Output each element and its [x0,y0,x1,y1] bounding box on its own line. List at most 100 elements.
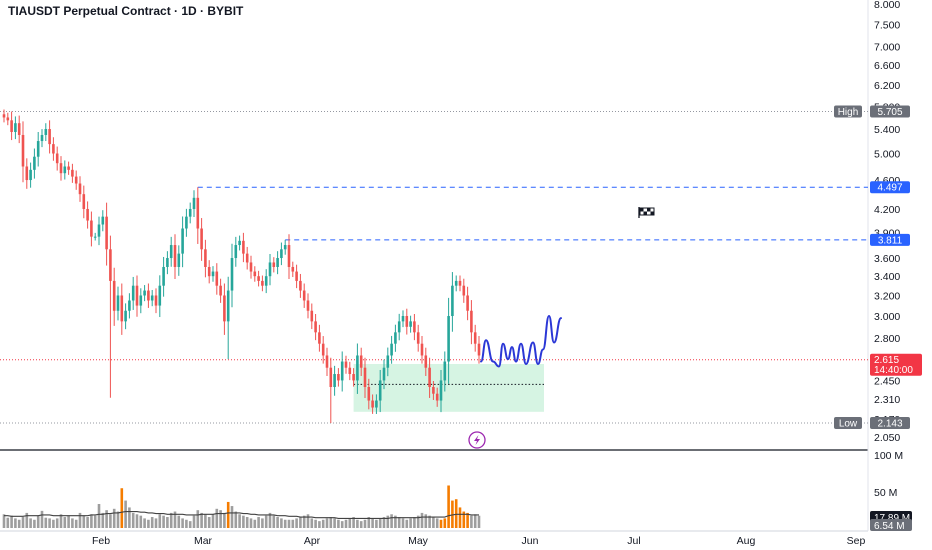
candle-body [230,258,234,291]
volume-bar [82,515,86,528]
volume-bar [93,515,97,528]
volume-bar [112,508,116,528]
volume-bar [52,519,55,528]
candle-body [375,400,378,408]
volume-bar [177,515,181,528]
candle-body [242,240,245,254]
candle-body [420,343,424,356]
candle-body [74,176,78,184]
candle-body [302,290,306,301]
volume-bar [74,519,78,528]
candle-body [90,220,93,237]
candle-body [451,285,454,317]
last-price-tag: 2.615 14:40:00 [870,353,922,376]
candle-body [477,343,481,356]
candle-body [44,129,48,135]
volume-bar [413,517,416,528]
volume-bar [451,500,454,528]
event-lightning-icon[interactable] [468,431,486,449]
candle-body [162,266,165,286]
candle-body [295,271,298,281]
candle-body [272,262,276,267]
volume-bar [181,518,184,528]
volume-bar [192,515,196,528]
candle-body [192,197,196,209]
candle-body [181,228,184,254]
volume-bar [230,506,234,528]
volume-bar [401,518,405,528]
volume-bar [329,517,333,528]
volume-bar [120,488,124,528]
candle-body [261,280,264,286]
volume-bar [287,519,291,528]
candle-body [226,290,230,322]
candle-body [10,120,13,132]
price-tick-14: 3.000 [874,311,900,323]
volume-bar [10,515,13,528]
candle-body [63,166,67,174]
candle-body [17,123,21,135]
volume-bar [249,518,253,528]
countdown-value: 14:40:00 [874,365,913,376]
candle-body [238,240,241,246]
high-tag-value: 5.705 [877,107,902,118]
candles [2,109,481,424]
volume-bar [409,518,412,528]
volume-bar [25,512,29,528]
candle-body [93,236,97,238]
target-flag-icon[interactable] [638,207,655,218]
candle-body [204,249,207,267]
volume-bar [166,517,169,528]
volume-bar [245,517,249,528]
candle-body [135,285,139,306]
volume-bar [219,510,222,528]
volume-bar [382,517,386,528]
volume-bar [139,515,143,528]
time-tick-6: Aug [737,535,756,547]
candle-body [333,374,336,388]
candle-body [188,208,192,217]
volume-bar [71,518,74,528]
price-tick-0: 8.000 [874,0,900,11]
volume-bar [363,519,367,528]
volume-bar [443,518,447,528]
candle-body [52,144,55,154]
candle-body [105,216,108,250]
volume-bar [264,515,268,528]
candle-body [318,332,321,344]
candle-body [390,343,393,356]
candle-body [139,295,143,306]
volume-bar [367,517,371,528]
volume-bar [6,517,10,528]
time-tick-7: Sep [847,535,866,547]
candle-body [466,295,469,311]
candle-body [348,367,352,375]
volume-bar [325,518,329,528]
volume-bar [158,514,162,528]
volume-bar [109,514,112,528]
candle-body [428,367,431,388]
candle-body [257,276,260,281]
candle-body [219,285,222,296]
projection-path[interactable] [480,315,562,368]
volume-bar [432,517,435,528]
candle-body [249,262,253,272]
candle-body [196,197,200,229]
volume-bar [276,517,279,528]
candle-body [439,380,443,401]
volume-bar [238,514,241,528]
volume-moving-average [4,510,479,519]
volume-bar [154,518,158,528]
price-tick-3: 6.600 [874,60,900,72]
volume-bar [128,507,131,528]
chart-title: TIAUSDT Perpetual Contract · 1D · BYBIT [8,4,244,18]
candle-body [223,295,226,322]
price-tick-12: 3.400 [874,271,900,283]
candle-body [33,156,36,170]
volume-bar [318,521,321,528]
volume-bar [356,519,359,528]
volume-bar [348,518,352,528]
candle-body [306,300,310,311]
candle-body [48,129,51,145]
